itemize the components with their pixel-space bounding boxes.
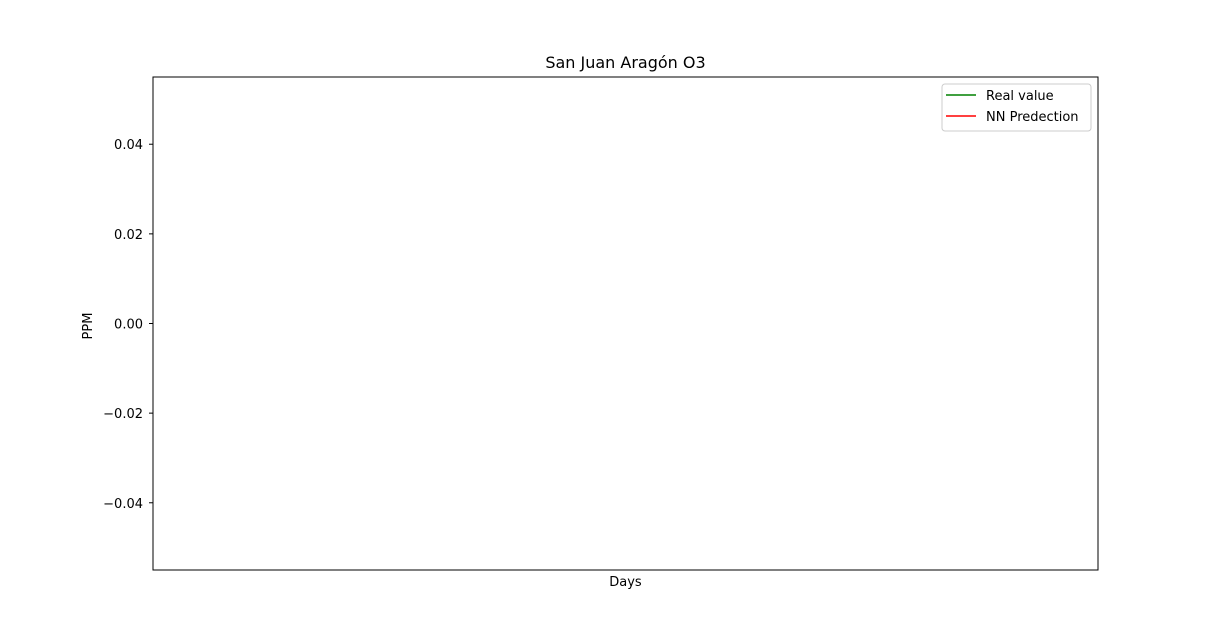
plot-area: 0.04 0.02 0.00 −0.02 −0.04 <box>103 76 1099 571</box>
y-tick-label: 0.04 <box>114 138 143 153</box>
y-tick-label: 0.02 <box>114 228 143 243</box>
y-tick-label: −0.02 <box>103 407 143 422</box>
legend-label-real-value: Real value <box>986 89 1054 104</box>
legend-label-nn-predection: NN Predection <box>986 110 1079 125</box>
y-tick-label: −0.04 <box>103 497 143 512</box>
y-tick-label: 0.00 <box>114 318 143 333</box>
y-axis-label: PPM <box>81 313 96 340</box>
y-axis-ticks: 0.04 0.02 0.00 −0.02 −0.04 <box>103 138 153 512</box>
legend: Real value NN Predection <box>941 83 1092 132</box>
plot-frame <box>152 76 1099 571</box>
legend-frame <box>941 83 1092 132</box>
chart-title: San Juan Aragón O3 <box>545 53 705 72</box>
x-axis-label: Days <box>609 575 642 590</box>
